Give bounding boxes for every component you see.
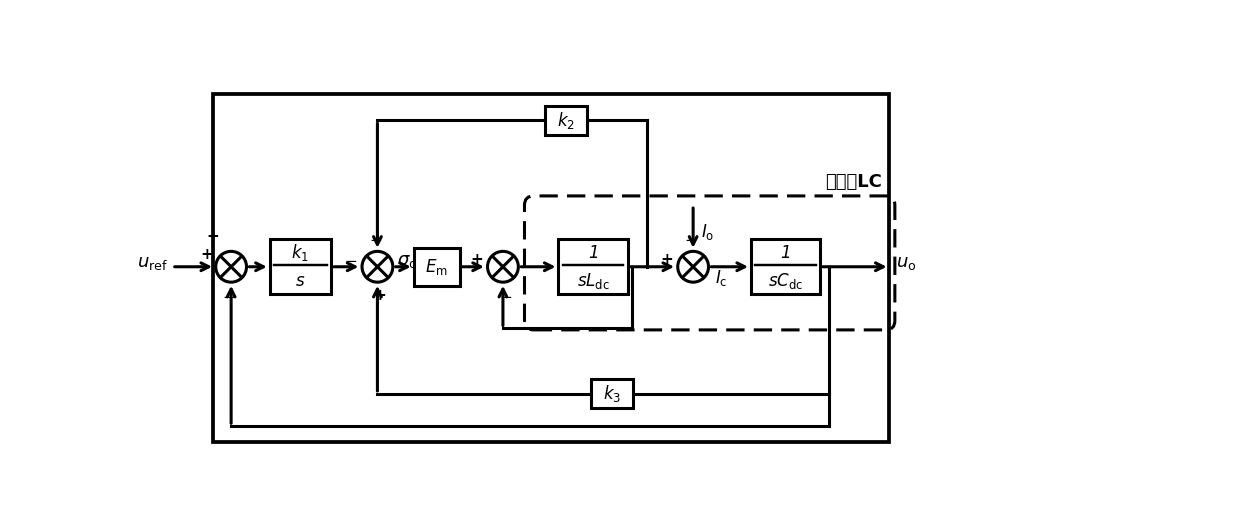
Bar bbox=[559, 239, 628, 295]
Text: $sL_{\mathrm{dc}}$: $sL_{\mathrm{dc}}$ bbox=[576, 271, 610, 290]
Text: $E_{\mathrm{m}}$: $E_{\mathrm{m}}$ bbox=[425, 257, 449, 277]
Text: $s$: $s$ bbox=[295, 271, 306, 289]
Bar bbox=[213, 94, 890, 442]
Text: $I_{\mathrm{o}}$: $I_{\mathrm{o}}$ bbox=[701, 222, 714, 242]
Bar bbox=[751, 239, 820, 295]
Text: $k_1$: $k_1$ bbox=[291, 242, 310, 263]
Bar bbox=[591, 379, 633, 408]
Circle shape bbox=[362, 251, 393, 282]
Text: 1: 1 bbox=[781, 244, 790, 262]
Text: $-$: $-$ bbox=[684, 231, 698, 246]
Text: $sC_{\mathrm{dc}}$: $sC_{\mathrm{dc}}$ bbox=[768, 271, 803, 290]
Circle shape bbox=[678, 251, 709, 282]
Circle shape bbox=[487, 251, 518, 282]
Text: $u_{\mathrm{ref}}$: $u_{\mathrm{ref}}$ bbox=[136, 254, 169, 272]
Text: $-$: $-$ bbox=[498, 288, 512, 303]
Text: $u_{\mathrm{o}}$: $u_{\mathrm{o}}$ bbox=[896, 254, 916, 272]
Bar bbox=[414, 248, 460, 286]
Text: $-$: $-$ bbox=[344, 252, 357, 267]
Text: $k_3$: $k_3$ bbox=[603, 384, 621, 404]
Bar bbox=[270, 239, 331, 295]
Text: $\sigma_{\mathrm{d}}$: $\sigma_{\mathrm{d}}$ bbox=[398, 252, 418, 270]
Text: $k_2$: $k_2$ bbox=[558, 110, 575, 131]
Text: +: + bbox=[660, 252, 673, 267]
Text: $-$: $-$ bbox=[368, 231, 382, 246]
Text: +: + bbox=[206, 229, 219, 244]
Bar bbox=[545, 106, 587, 135]
Text: $-$: $-$ bbox=[222, 288, 235, 303]
Text: +: + bbox=[199, 247, 213, 262]
Text: +: + bbox=[373, 288, 387, 303]
Text: 直流侧LC: 直流侧LC bbox=[825, 174, 882, 191]
Circle shape bbox=[216, 251, 247, 282]
Text: 1: 1 bbox=[587, 244, 598, 262]
Text: $I_{\mathrm{c}}$: $I_{\mathrm{c}}$ bbox=[715, 268, 727, 288]
Text: +: + bbox=[470, 252, 483, 267]
